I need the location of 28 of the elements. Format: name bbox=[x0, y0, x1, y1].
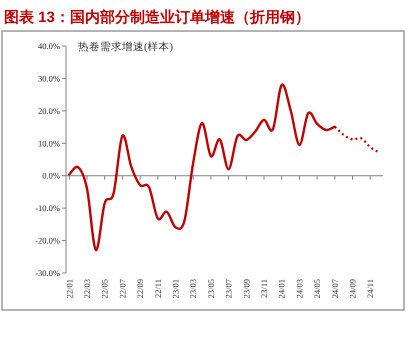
annotation: 热卷需求增速(样本) bbox=[78, 42, 173, 53]
y-tick-label: 40.0% bbox=[38, 41, 60, 51]
x-tick-label: 23/11 bbox=[259, 279, 269, 298]
x-tick-label: 23/09 bbox=[241, 279, 252, 298]
x-tick-label: 22/05 bbox=[100, 279, 110, 298]
y-tick-label: 0.0% bbox=[42, 170, 60, 181]
y-tick-label: 30.0% bbox=[38, 73, 60, 84]
x-tick-label: 24/11 bbox=[365, 279, 376, 298]
x-tick-label: 24/03 bbox=[294, 279, 304, 298]
title: 图表 13：国内部分制造业订单增速（折用钢） bbox=[4, 9, 310, 26]
x-tick-label: 22/01 bbox=[64, 279, 74, 298]
x-tick-label: 23/01 bbox=[170, 279, 180, 298]
y-tick-label: -10.0% bbox=[35, 203, 60, 214]
x-tick-label: 23/05 bbox=[206, 279, 216, 298]
y-tick-label: 20.0% bbox=[38, 106, 60, 116]
x-tick-label: 24/05 bbox=[312, 279, 322, 298]
y-tick-label: -20.0% bbox=[35, 236, 60, 246]
x-tick-label: 24/09 bbox=[348, 279, 358, 298]
x-tick-label: 22/03 bbox=[82, 279, 92, 298]
y-tick-label: 10.0% bbox=[38, 138, 60, 148]
x-tick-label: 22/09 bbox=[135, 279, 146, 298]
y-tick-label: -30.0% bbox=[35, 268, 60, 278]
x-tick-label: 23/03 bbox=[188, 279, 198, 298]
x-tick-label: 22/11 bbox=[152, 279, 163, 298]
x-tick-label: 24/07 bbox=[330, 279, 340, 298]
x-tick-label: 22/07 bbox=[117, 279, 128, 298]
x-tick-label: 23/07 bbox=[224, 279, 234, 298]
x-tick-label: 24/01 bbox=[276, 279, 287, 298]
